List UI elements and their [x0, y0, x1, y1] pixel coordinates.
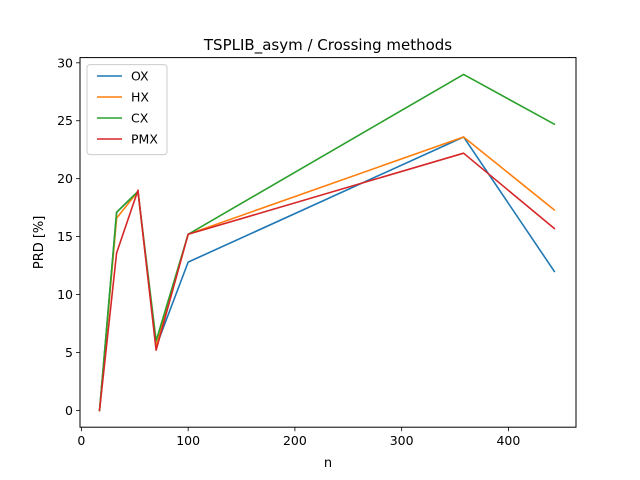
- y-tick-label: 0: [65, 403, 73, 418]
- x-tick-label: 200: [283, 433, 307, 448]
- plot-area-frame: [79, 57, 577, 428]
- legend: OX HX CX PMX: [86, 64, 168, 156]
- x-tick-label: 100: [176, 433, 200, 448]
- x-axis-label: n: [324, 456, 332, 471]
- y-tick-label: 10: [57, 287, 73, 302]
- y-tick-label: 15: [57, 229, 73, 244]
- y-axis-ticks: 0 5 10 15 20 25 30: [57, 55, 80, 418]
- legend-label-cx: CX: [131, 111, 149, 126]
- x-tick-label: 300: [390, 433, 414, 448]
- y-tick-label: 30: [57, 55, 73, 70]
- legend-label-hx: HX: [131, 90, 149, 105]
- chart-title: TSPLIB_asym / Crossing methods: [203, 36, 452, 55]
- x-tick-label: 400: [496, 433, 520, 448]
- y-tick-label: 5: [65, 345, 73, 360]
- y-tick-label: 25: [57, 113, 73, 128]
- legend-label-ox: OX: [131, 69, 149, 84]
- legend-label-pmx: PMX: [131, 132, 158, 147]
- plot-lines: [98, 73, 556, 412]
- x-axis-ticks: 0 100 200 300 400: [77, 427, 520, 448]
- series-line-cx: [98, 73, 556, 412]
- y-axis-label: PRD [%]: [32, 216, 47, 270]
- y-tick-label: 20: [57, 171, 73, 186]
- x-tick-label: 0: [77, 433, 85, 448]
- legend-box: [86, 64, 168, 156]
- series-line-pmx: [98, 152, 556, 412]
